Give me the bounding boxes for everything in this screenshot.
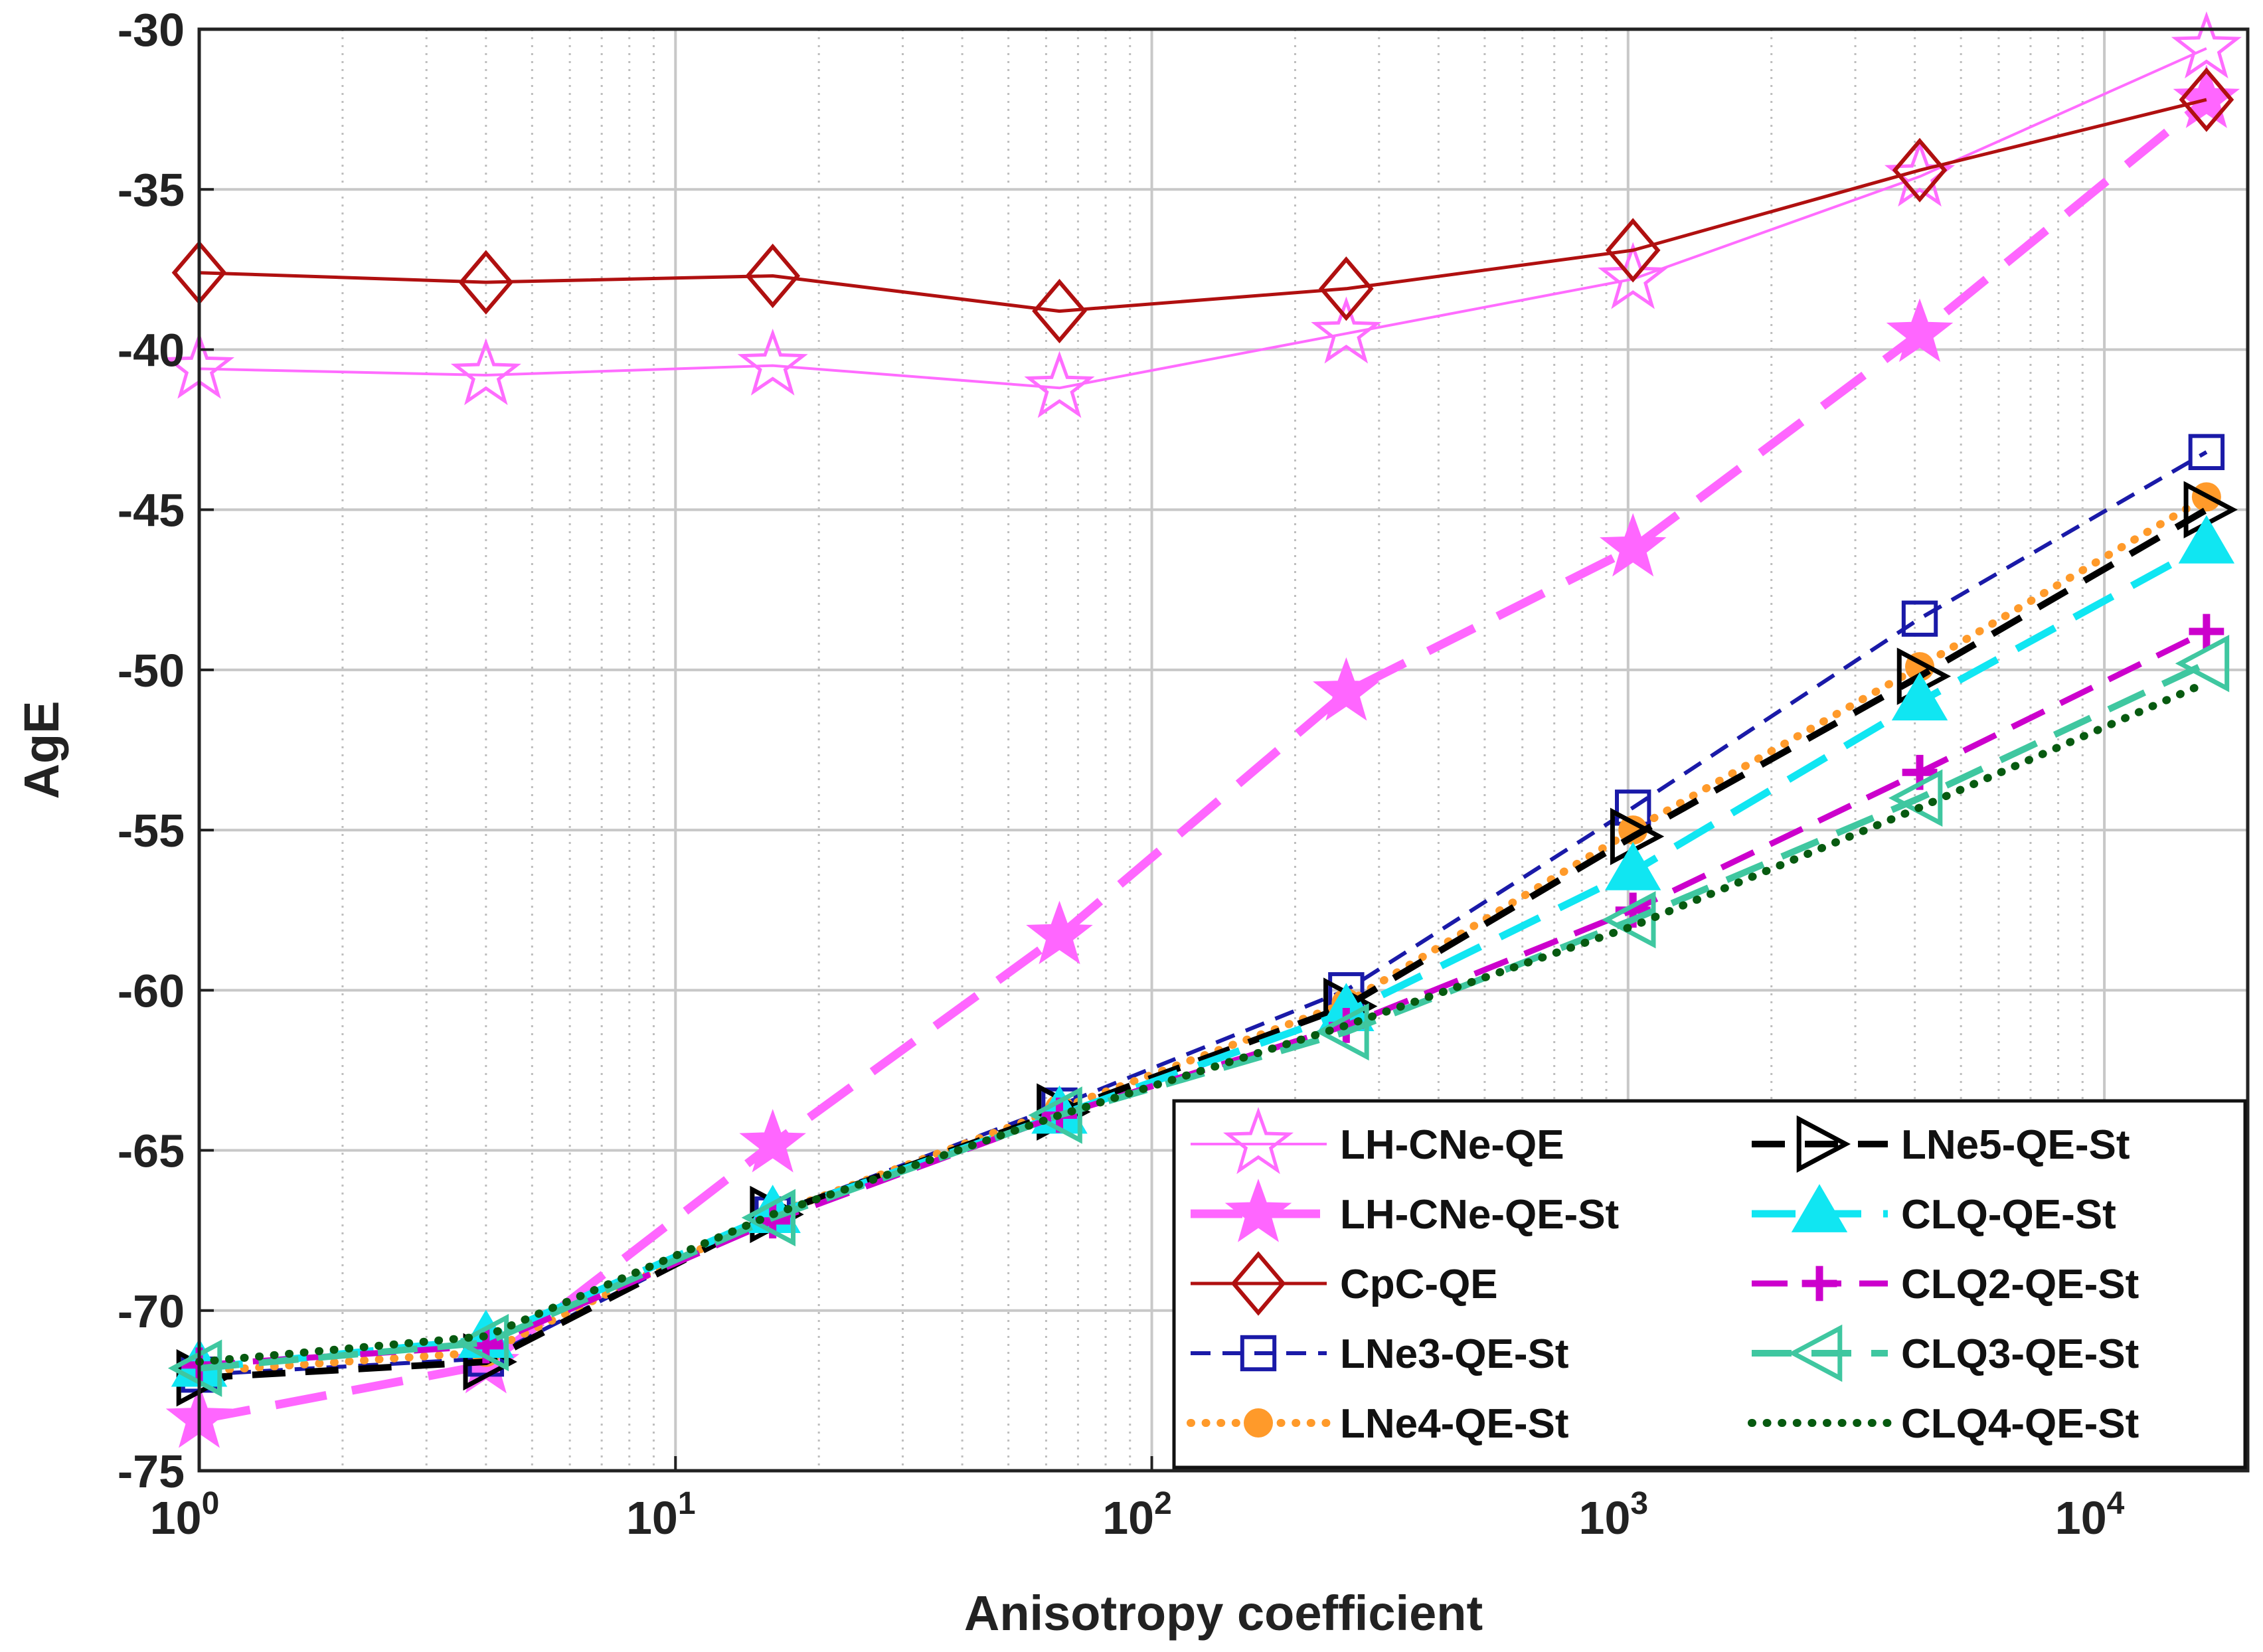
data-point xyxy=(1032,278,1087,344)
y-tick-label: -55 xyxy=(118,805,185,857)
data-point xyxy=(1802,1266,1837,1301)
legend-entry: CLQ4-QE-St xyxy=(1748,1401,2139,1447)
data-point xyxy=(2179,67,2234,132)
legend-entry: LH-CNe-QE xyxy=(1191,1107,1564,1175)
legend: LH-CNe-QE LH-CNe-QE-St CpC-QE LNe3-QE-St LNe… xyxy=(1172,1099,2247,1469)
data-point xyxy=(1319,256,1374,321)
data-point xyxy=(458,250,514,315)
data-point xyxy=(1598,242,1669,309)
data-point xyxy=(1599,513,1667,577)
data-point xyxy=(2173,64,2240,128)
data-point xyxy=(737,328,808,396)
series-9 xyxy=(195,679,2211,1366)
data-point xyxy=(1026,900,1093,965)
x-tick-label: 101 xyxy=(626,1486,696,1544)
data-point xyxy=(1605,218,1661,283)
y-tick-label: -65 xyxy=(118,1125,185,1177)
data-point xyxy=(1240,1335,1277,1372)
data-point xyxy=(741,1189,796,1247)
data-point xyxy=(1024,351,1095,418)
data-point xyxy=(1891,672,1948,721)
data-point xyxy=(450,338,521,406)
y-tick-label: -75 xyxy=(118,1446,185,1497)
y-tick-label: -35 xyxy=(118,164,185,216)
legend-label: CLQ3-QE-St xyxy=(1901,1331,2139,1377)
data-point xyxy=(2175,635,2230,693)
x-tick-label: 103 xyxy=(1579,1486,1649,1544)
series-line xyxy=(199,541,2209,1372)
series-line xyxy=(199,98,2207,313)
data-point xyxy=(2188,434,2225,471)
legend-entry: LNe3-QE-St xyxy=(1191,1331,1568,1377)
data-point xyxy=(1315,1003,1369,1061)
legend-label: CLQ2-QE-St xyxy=(1901,1262,2139,1307)
legend-entry: CLQ2-QE-St xyxy=(1752,1262,2139,1307)
data-point xyxy=(1901,600,1938,637)
legend-entry: LH-CNe-QE-St xyxy=(1191,1179,1619,1242)
x-axis-label: Anisotropy coefficient xyxy=(964,1586,1483,1641)
y-tick-label: -70 xyxy=(118,1285,185,1337)
legend-label: CpC-QE xyxy=(1340,1262,1498,1307)
legend-entry: CLQ3-QE-St xyxy=(1752,1324,2139,1382)
data-point xyxy=(2171,11,2242,79)
legend-label: LNe3-QE-St xyxy=(1340,1331,1568,1377)
data-point xyxy=(1604,842,1661,890)
x-tick-label: 100 xyxy=(150,1486,220,1544)
series-line xyxy=(199,507,2209,1382)
y-tick-label: -50 xyxy=(118,645,185,697)
legend-label: CLQ-QE-St xyxy=(1901,1192,2116,1238)
x-tick-label: 104 xyxy=(2055,1486,2125,1544)
data-point xyxy=(745,243,801,309)
data-point xyxy=(1892,137,1948,203)
data-point xyxy=(1222,1107,1294,1175)
y-tick-label: -30 xyxy=(118,4,185,56)
legend-label: LNe4-QE-St xyxy=(1340,1401,1568,1447)
series-group xyxy=(163,11,2242,1448)
data-point xyxy=(1224,1179,1292,1242)
y-tick-label: -45 xyxy=(118,485,185,537)
data-point xyxy=(1886,298,1954,363)
data-point xyxy=(167,1339,222,1397)
legend-box xyxy=(1172,1099,2247,1469)
data-point xyxy=(739,1109,806,1173)
data-point xyxy=(2189,614,2224,649)
series-line xyxy=(195,679,2211,1366)
data-point xyxy=(454,1313,509,1372)
data-point xyxy=(1788,1324,1843,1382)
legend-label: LNe5-QE-St xyxy=(1901,1122,2130,1168)
legend-label: LH-CNe-QE-St xyxy=(1340,1192,1619,1238)
data-point xyxy=(1791,1184,1848,1232)
data-point xyxy=(1230,1251,1286,1316)
data-point xyxy=(1796,1115,1851,1173)
legend-entry: CLQ-QE-St xyxy=(1752,1184,2116,1238)
data-point xyxy=(1313,657,1380,721)
series-line xyxy=(199,450,2208,1377)
y-tick-label: -60 xyxy=(118,965,185,1017)
legend-entry: CpC-QE xyxy=(1191,1251,1498,1316)
legend-entry: LNe4-QE-St xyxy=(1187,1401,1568,1447)
legend-entry: LNe5-QE-St xyxy=(1752,1115,2130,1173)
data-point xyxy=(1244,1408,1273,1438)
data-point xyxy=(2178,515,2235,564)
data-point xyxy=(1311,296,1382,364)
series-line xyxy=(199,47,2207,390)
y-axis-label: AgE xyxy=(14,701,69,799)
plot-frame xyxy=(197,27,2250,1473)
legend-label: CLQ4-QE-St xyxy=(1901,1401,2139,1447)
y-tick-label: -40 xyxy=(118,324,185,376)
x-tick-label: 102 xyxy=(1102,1486,1172,1544)
data-point xyxy=(1028,1086,1082,1144)
legend-label: LH-CNe-QE xyxy=(1340,1122,1564,1168)
